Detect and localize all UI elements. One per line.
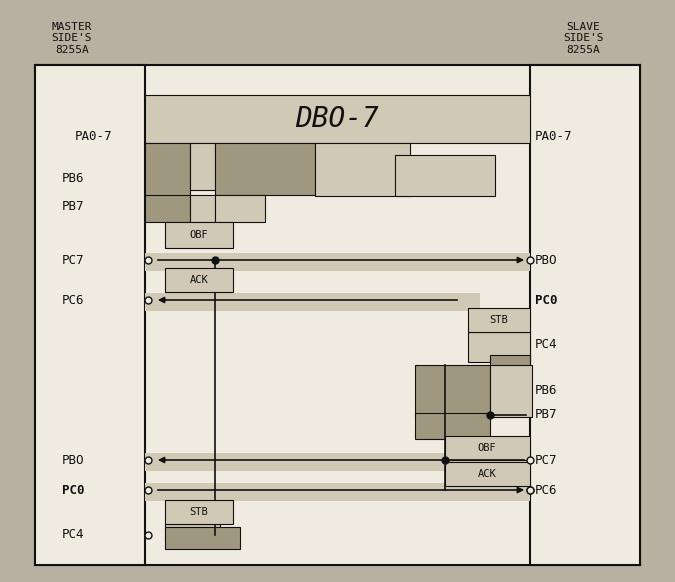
Bar xyxy=(145,195,190,222)
Text: PBO: PBO xyxy=(62,453,84,467)
Bar xyxy=(190,195,215,222)
Bar xyxy=(445,462,530,486)
Bar xyxy=(468,308,530,332)
Bar xyxy=(490,365,532,417)
Text: PBO: PBO xyxy=(535,254,558,267)
Text: PB7: PB7 xyxy=(535,409,558,421)
Text: PC7: PC7 xyxy=(62,254,84,267)
Text: SLAVE
SIDE'S
8255A: SLAVE SIDE'S 8255A xyxy=(563,22,603,55)
Text: PC4: PC4 xyxy=(535,339,558,352)
Bar xyxy=(145,253,530,271)
Bar xyxy=(165,222,233,248)
Bar xyxy=(490,355,530,393)
Text: PC0: PC0 xyxy=(535,293,558,307)
Bar xyxy=(35,65,145,565)
Text: STB: STB xyxy=(190,507,209,517)
Bar xyxy=(145,483,530,501)
Bar xyxy=(315,143,410,196)
Bar xyxy=(395,155,495,196)
Bar xyxy=(415,413,490,439)
Text: MASTER
SIDE'S
8255A: MASTER SIDE'S 8255A xyxy=(52,22,92,55)
Bar xyxy=(35,65,640,565)
Bar xyxy=(445,436,530,460)
Bar xyxy=(145,143,190,215)
Bar xyxy=(165,527,240,549)
Text: OBF: OBF xyxy=(478,443,496,453)
Bar xyxy=(190,143,215,190)
Text: PC6: PC6 xyxy=(535,484,558,496)
Bar xyxy=(165,524,220,542)
Text: PA0-7: PA0-7 xyxy=(535,130,572,144)
Text: ACK: ACK xyxy=(190,275,209,285)
Text: PB7: PB7 xyxy=(62,201,84,214)
Text: DBO-7: DBO-7 xyxy=(295,105,379,133)
Text: PC0: PC0 xyxy=(62,484,84,496)
Text: PC7: PC7 xyxy=(535,453,558,467)
Text: PC4: PC4 xyxy=(62,528,84,541)
Bar xyxy=(145,453,530,471)
Bar xyxy=(145,95,530,143)
Text: PB6: PB6 xyxy=(535,384,558,396)
Bar xyxy=(165,500,233,524)
Text: PC6: PC6 xyxy=(62,293,84,307)
Bar xyxy=(215,195,265,222)
Text: ACK: ACK xyxy=(478,469,496,479)
Bar xyxy=(145,293,480,311)
Bar xyxy=(530,65,640,565)
Text: OBF: OBF xyxy=(190,230,209,240)
Text: PB6: PB6 xyxy=(62,172,84,184)
Bar xyxy=(415,365,490,417)
Bar xyxy=(165,268,233,292)
Text: PA0-7: PA0-7 xyxy=(75,130,113,144)
Text: STB: STB xyxy=(489,315,508,325)
Bar xyxy=(215,143,315,195)
Bar xyxy=(468,332,530,362)
